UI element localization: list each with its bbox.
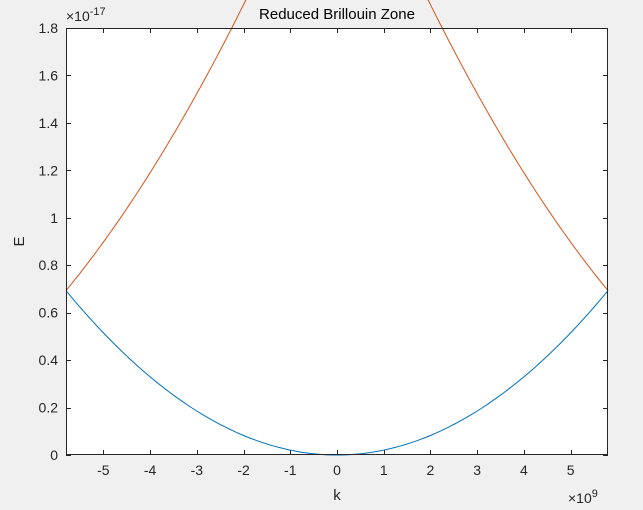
x-tick-label-9: 4 bbox=[520, 462, 528, 478]
y-axis-multiplier: ×10 bbox=[66, 8, 90, 24]
y-tick-label-4: 0.8 bbox=[39, 257, 59, 273]
band-line-2 bbox=[427, 0, 609, 291]
y-tick-label-6: 1.2 bbox=[39, 162, 59, 178]
x-tick-label-1: -4 bbox=[144, 462, 157, 478]
y-tick-label-3: 0.6 bbox=[39, 305, 59, 321]
x-axis-exponent: ×109 bbox=[568, 488, 598, 506]
x-axis-label: k bbox=[333, 487, 341, 504]
plot-area bbox=[66, 28, 608, 455]
x-tick-label-10: 5 bbox=[567, 462, 575, 478]
y-axis-label: E bbox=[11, 236, 28, 246]
x-tick-label-2: -3 bbox=[191, 462, 204, 478]
y-tick-label-8: 1.6 bbox=[39, 67, 59, 83]
ticks-layer: -5 -4 -3 -2 -1 0 1 2 3 4 5 0 0.2 0.4 0.6 0.8 1 1.2 1.4 1.6 1… bbox=[39, 20, 608, 478]
x-tick-label-6: 1 bbox=[380, 462, 388, 478]
y-tick-label-1: 0.2 bbox=[39, 400, 59, 416]
x-tick-label-8: 3 bbox=[473, 462, 481, 478]
x-axis-exponent-value: 9 bbox=[592, 488, 598, 500]
chart-title: Reduced Brillouin Zone bbox=[259, 6, 415, 23]
y-tick-label-2: 0.4 bbox=[39, 352, 59, 368]
y-axis-exponent: ×10-17 bbox=[66, 6, 106, 24]
y-tick-label-7: 1.4 bbox=[39, 115, 59, 131]
y-axis-exponent-value: -17 bbox=[90, 6, 106, 18]
x-tick-label-7: 2 bbox=[427, 462, 435, 478]
y-tick-label-9: 1.8 bbox=[39, 20, 59, 36]
x-tick-label-3: -2 bbox=[237, 462, 250, 478]
band-line-1 bbox=[65, 0, 247, 291]
y-tick-label-0: 0 bbox=[50, 447, 58, 463]
y-tick-label-5: 1 bbox=[50, 210, 58, 226]
x-tick-label-4: -1 bbox=[284, 462, 297, 478]
x-axis-multiplier: ×10 bbox=[568, 490, 592, 506]
x-tick-label-5: 0 bbox=[333, 462, 341, 478]
x-tick-label-0: -5 bbox=[97, 462, 110, 478]
